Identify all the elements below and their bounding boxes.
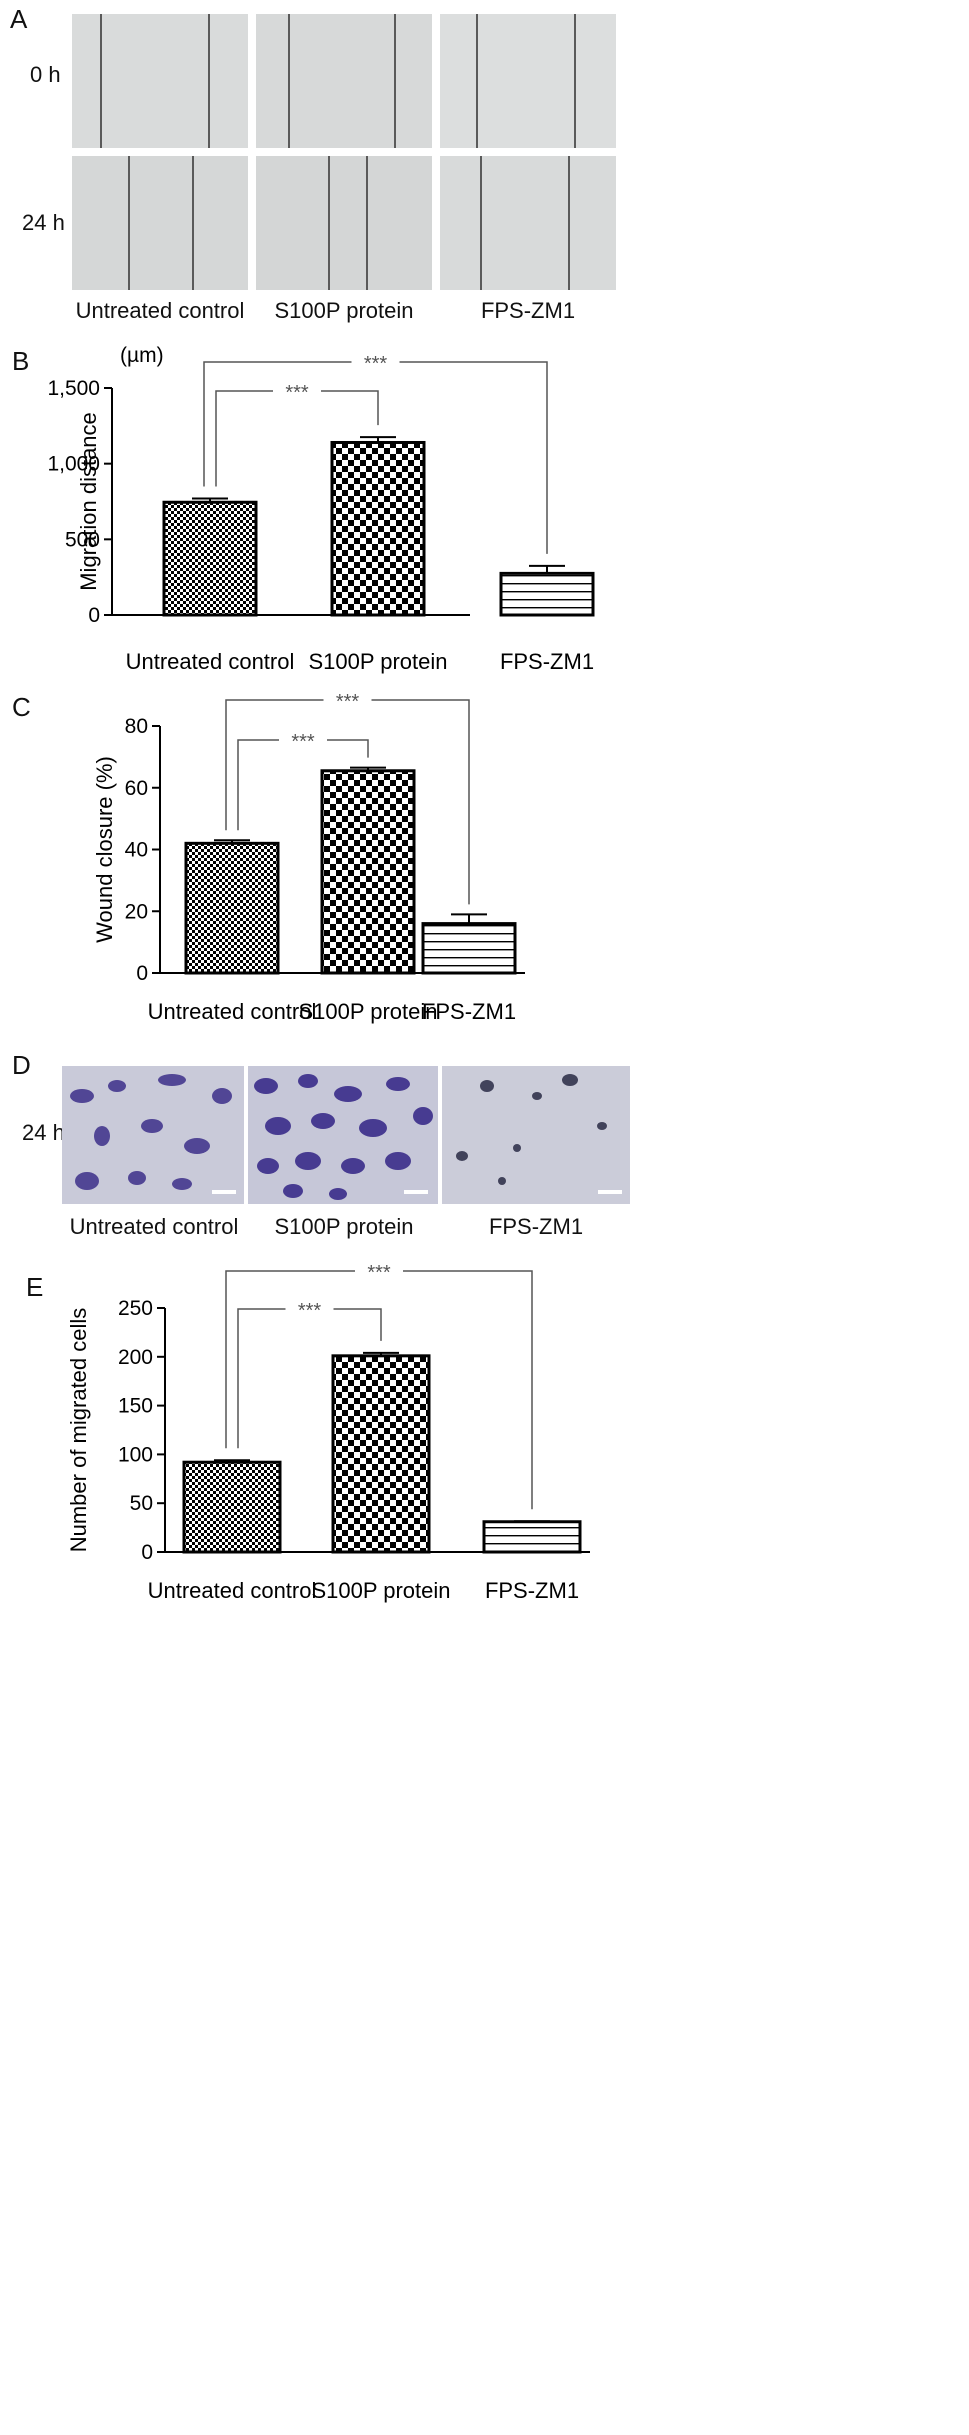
transwell-s100p <box>248 1066 438 1204</box>
caption-a-s100p: S100P protein <box>274 298 414 323</box>
row-label-d-24h: 24 h <box>22 1120 65 1145</box>
y-tick-label: 1,000 <box>47 453 100 476</box>
significance-label: *** <box>298 1300 322 1322</box>
y-tick-label: 0 <box>88 604 100 627</box>
x-category-label: FPS-ZM1 <box>422 999 516 1024</box>
transwell-fpszm1 <box>442 1066 630 1204</box>
panel-e-label: E <box>26 1272 44 1302</box>
micrograph-untreated-0h <box>72 14 248 148</box>
caption-a-fpszm1: FPS-ZM1 <box>480 298 576 323</box>
y-tick-label: 40 <box>125 839 148 862</box>
micrograph-s100p-0h <box>256 14 432 148</box>
bar-3 <box>421 922 517 975</box>
y-tick-label: 20 <box>125 900 148 923</box>
x-category-label: FPS-ZM1 <box>485 1578 579 1603</box>
bar-1 <box>162 500 258 617</box>
micrograph-fpszm1-0h <box>440 14 616 148</box>
y-tick-label: 150 <box>118 1395 153 1418</box>
x-category-label: Untreated control <box>148 1578 317 1603</box>
bar-1 <box>182 1460 282 1554</box>
caption-a-untreated: Untreated control <box>75 298 245 323</box>
bar-2 <box>331 1354 431 1554</box>
micrograph-s100p-24h <box>256 156 432 290</box>
y-axis-label: Number of migrated cells <box>66 1308 91 1553</box>
y-tick-label: 50 <box>130 1492 153 1515</box>
migration-distance-chart: 0 500 1,000 1,500 Migration distance (µm) Untr… <box>47 344 595 674</box>
micrograph-fpszm1-24h <box>440 156 616 290</box>
y-tick-label: 100 <box>118 1443 153 1466</box>
y-tick-label: 200 <box>118 1346 153 1369</box>
y-tick-label: 250 <box>118 1297 153 1320</box>
caption-d-s100p: S100P protein <box>274 1214 414 1239</box>
row-label-24h: 24 h <box>22 210 65 235</box>
micrograph-untreated-24h <box>72 156 248 290</box>
x-category-label: Untreated control <box>148 999 317 1024</box>
y-tick-label: 0 <box>141 1541 153 1564</box>
x-category-label: Untreated control <box>126 649 295 674</box>
bar-1 <box>184 841 280 975</box>
y-tick-label: 1,500 <box>47 377 100 400</box>
migrated-cells-chart: 0 50 100 150 200 250 Number of migrated cells U… <box>66 1262 590 1603</box>
y-axis-label: Migration distance <box>76 412 101 591</box>
transwell-untreated <box>62 1066 244 1204</box>
y-tick-label: 60 <box>125 777 148 800</box>
y-unit-label: (µm) <box>120 344 164 367</box>
panel-c-label: C <box>12 692 31 722</box>
significance-label: *** <box>285 382 309 404</box>
x-category-label: S100P protein <box>311 1578 450 1603</box>
y-tick-label: 0 <box>136 962 148 985</box>
x-category-label: S100P protein <box>298 999 437 1024</box>
bar-2 <box>320 769 416 975</box>
significance-label: *** <box>367 1262 391 1284</box>
significance-label: *** <box>291 731 315 753</box>
wound-closure-chart: 0 20 40 60 80 Wound closure (%) Untreated cont… <box>92 691 525 1024</box>
significance-label: *** <box>364 353 388 375</box>
significance-label: *** <box>336 691 360 713</box>
y-tick-label: 80 <box>125 715 148 738</box>
caption-d-fpszm1: FPS-ZM1 <box>488 1214 584 1239</box>
bar-2 <box>330 440 426 617</box>
bar-3 <box>499 571 595 617</box>
caption-d-untreated: Untreated control <box>69 1214 239 1239</box>
panel-a-label: A <box>10 4 28 34</box>
x-category-label: FPS-ZM1 <box>500 649 594 674</box>
bar-3 <box>482 1520 582 1554</box>
x-category-label: S100P protein <box>308 649 447 674</box>
y-axis-label: Wound closure (%) <box>92 756 117 943</box>
panel-b-label: B <box>12 346 30 376</box>
row-label-0h: 0 h <box>30 62 61 87</box>
panel-d-label: D <box>12 1050 31 1080</box>
y-tick-label: 500 <box>65 528 100 551</box>
